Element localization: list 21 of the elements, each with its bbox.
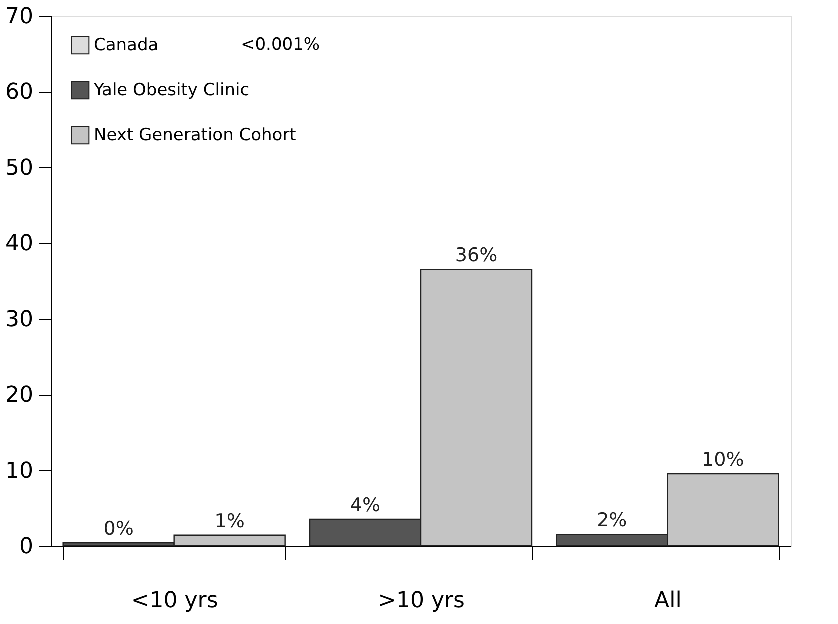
y-tick-label: 30 (6, 307, 34, 332)
legend-label: Next Generation Cohort (94, 126, 297, 146)
data-label: 2% (597, 510, 628, 532)
data-label: 36% (455, 244, 498, 267)
y-tick-label: 50 (6, 156, 34, 181)
y-tick-label: 10 (6, 458, 34, 484)
legend-label: Yale Obesity Clinic (93, 80, 250, 100)
x-tick-label: <10 yrs (131, 588, 218, 614)
data-label: 1% (214, 510, 245, 532)
legend-label: Canada (94, 36, 159, 56)
y-tick-label: 0 (20, 534, 34, 560)
data-label: 0% (104, 518, 134, 540)
y-tick-label: 60 (6, 80, 34, 106)
annotation: <0.001% (241, 35, 320, 55)
x-tick-label: All (654, 588, 682, 614)
data-label: 4% (350, 494, 381, 516)
x-tick-label: >10 yrs (378, 588, 465, 614)
y-tick-label: 20 (6, 383, 34, 408)
y-tick-label: 70 (6, 4, 34, 30)
data-label: 10% (702, 449, 744, 472)
y-tick-label: 40 (6, 232, 34, 257)
